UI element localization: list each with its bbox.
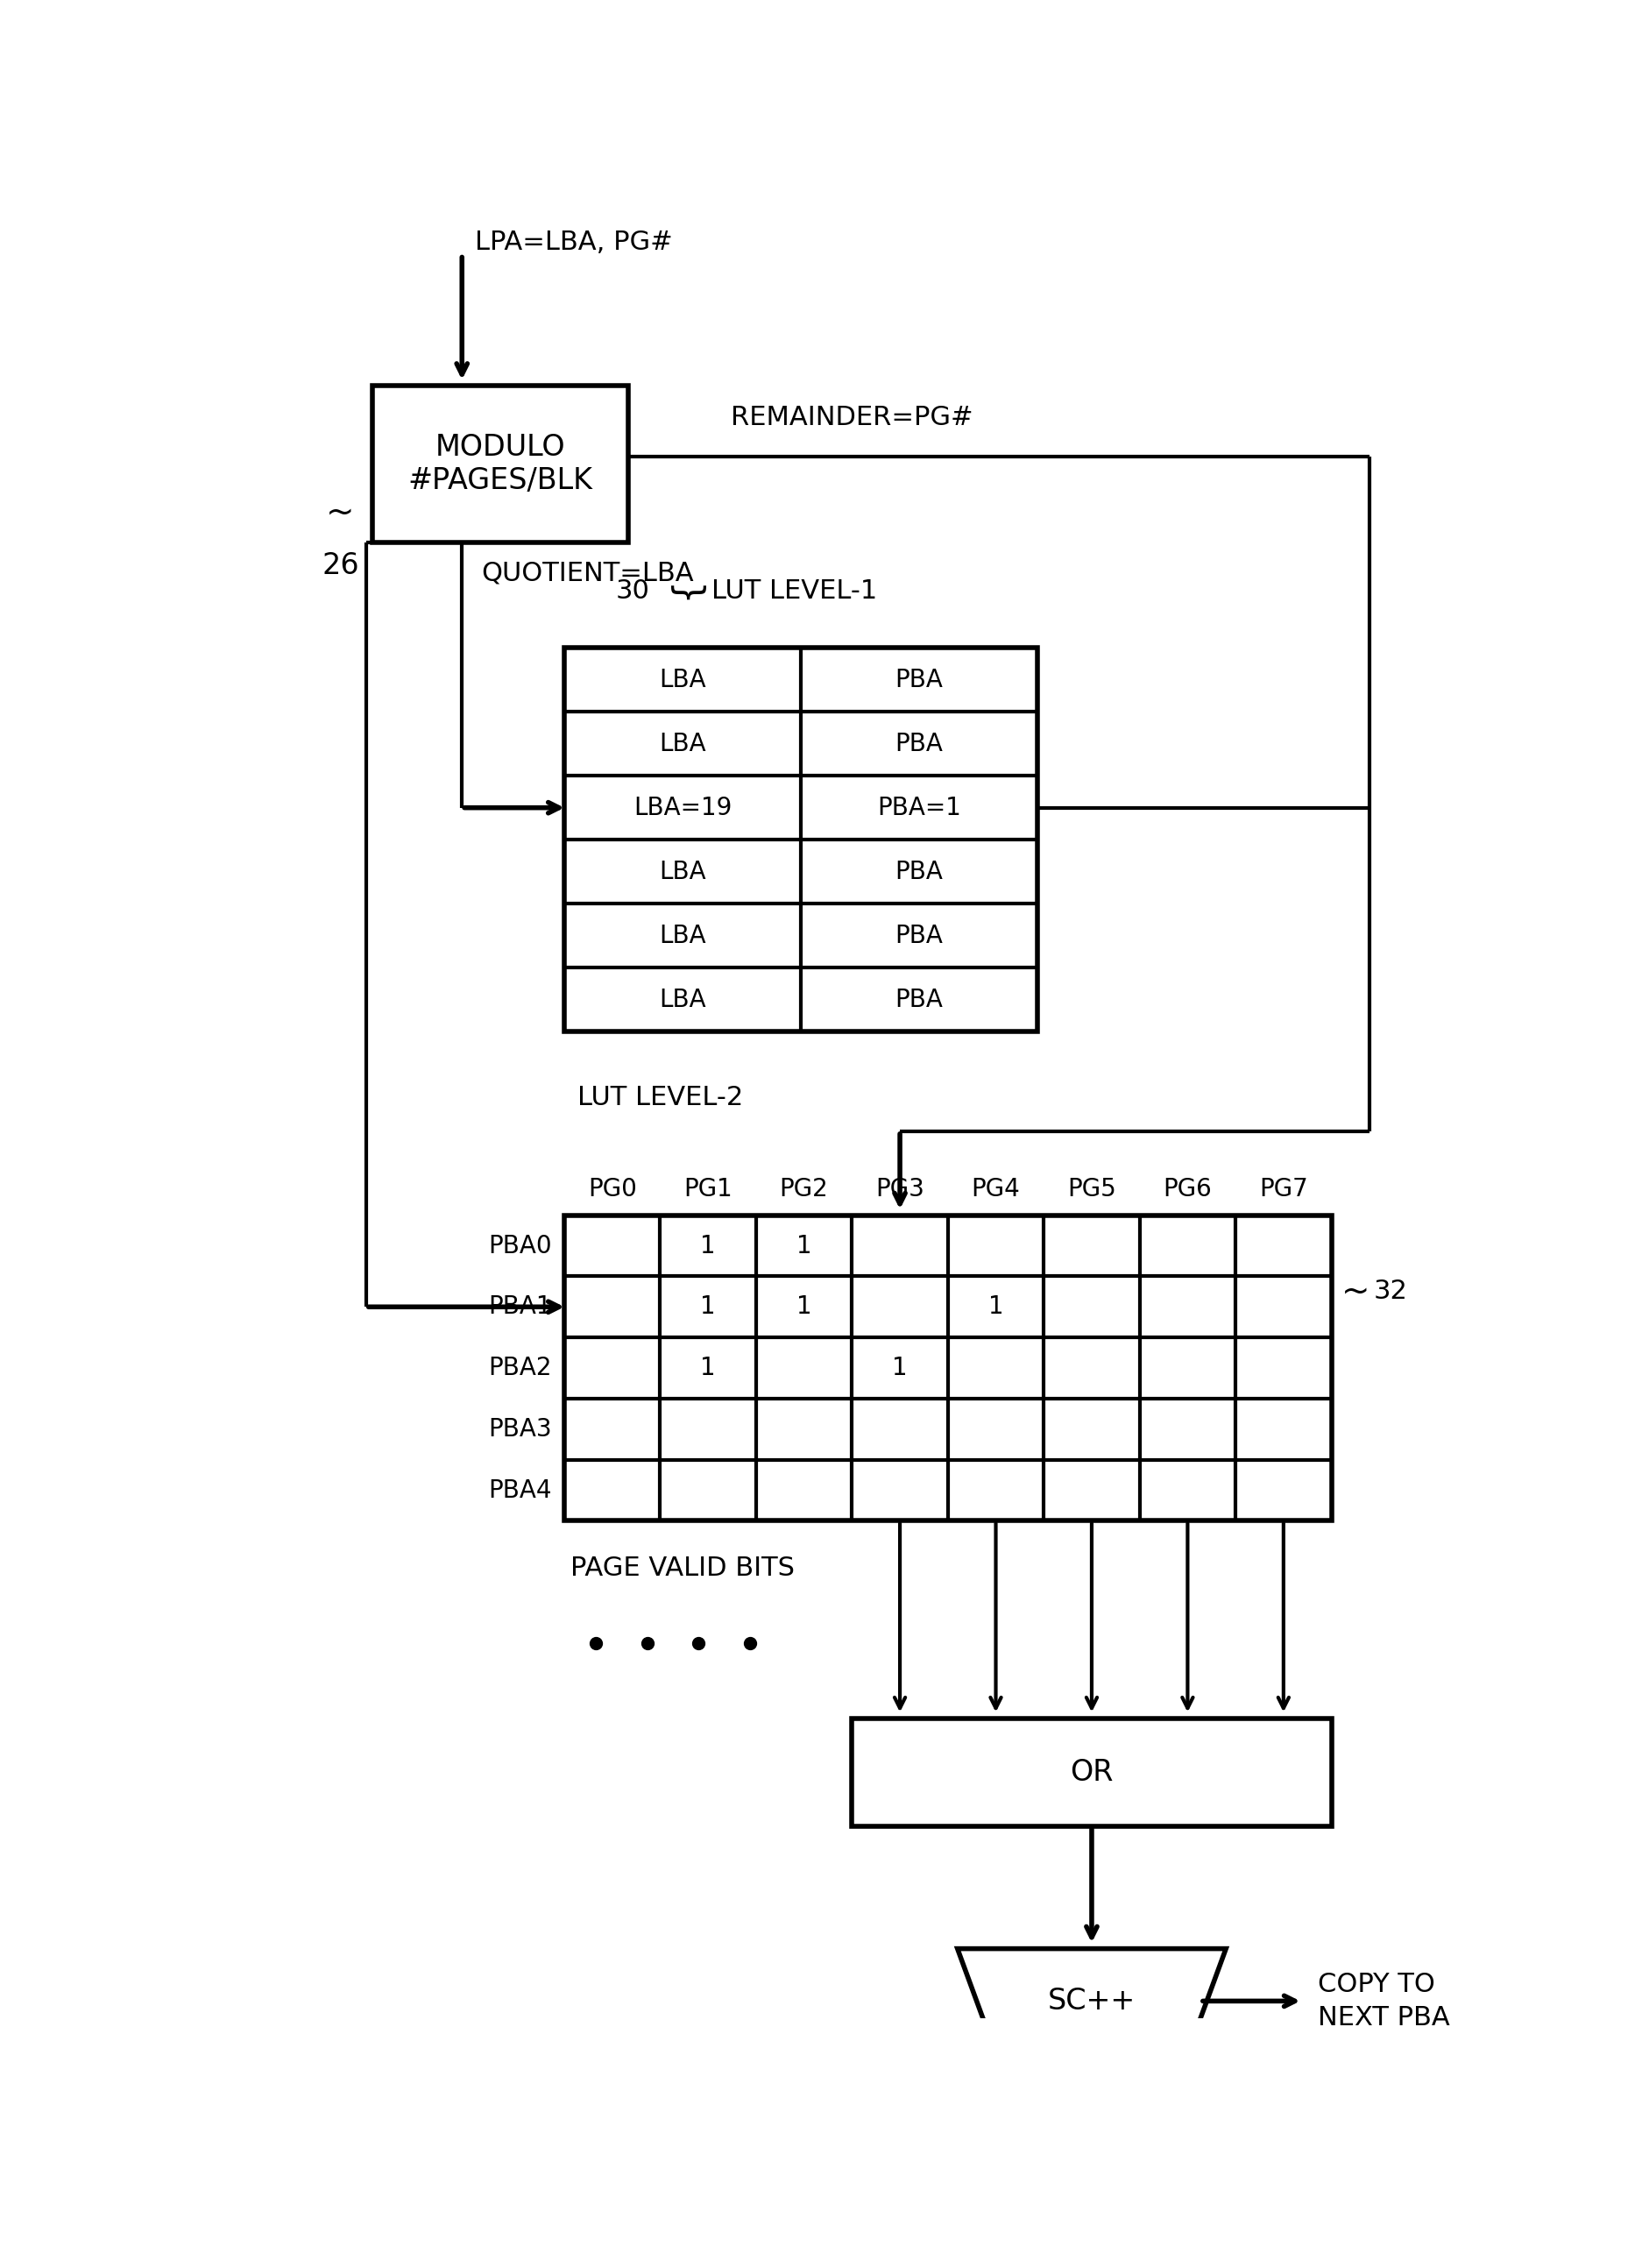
Text: PG1: PG1 — [683, 1177, 732, 1202]
Text: LBA: LBA — [658, 923, 706, 948]
Text: PBA2: PBA2 — [488, 1356, 551, 1381]
Text: 1: 1 — [796, 1234, 811, 1259]
Text: COPY TO
NEXT PBA: COPY TO NEXT PBA — [1318, 1971, 1449, 2030]
Text: PBA3: PBA3 — [488, 1418, 551, 1442]
Text: 32: 32 — [1374, 1279, 1407, 1304]
Text: PAGE VALID BITS: PAGE VALID BITS — [571, 1556, 795, 1581]
Text: PG4: PG4 — [971, 1177, 1019, 1202]
Text: 26: 26 — [322, 551, 359, 581]
Text: OR: OR — [1070, 1758, 1113, 1787]
Text: LPA=LBA, PG#: LPA=LBA, PG# — [475, 229, 673, 254]
Text: LUT LEVEL-1: LUT LEVEL-1 — [711, 578, 877, 603]
Text: LBA: LBA — [658, 860, 706, 885]
Text: LBA=19: LBA=19 — [633, 796, 732, 821]
Text: REMAINDER=PG#: REMAINDER=PG# — [731, 404, 973, 431]
Text: PG3: PG3 — [876, 1177, 923, 1202]
Text: LBA: LBA — [658, 730, 706, 755]
Text: QUOTIENT=LBA: QUOTIENT=LBA — [482, 560, 693, 585]
Text: PG6: PG6 — [1163, 1177, 1212, 1202]
Bar — [564, 649, 1037, 1032]
Text: ~: ~ — [327, 497, 355, 528]
Text: ~: ~ — [1341, 1275, 1369, 1309]
Text: SC++: SC++ — [1047, 1987, 1135, 2016]
Text: PBA=1: PBA=1 — [877, 796, 961, 821]
Text: 1: 1 — [988, 1295, 1003, 1320]
Text: PBA: PBA — [894, 667, 943, 692]
Bar — [564, 1216, 1331, 1522]
Text: PBA: PBA — [894, 730, 943, 755]
Text: 1: 1 — [701, 1234, 716, 1259]
Text: 1: 1 — [796, 1295, 811, 1320]
Text: MODULO
#PAGES/BLK: MODULO #PAGES/BLK — [407, 433, 592, 494]
Polygon shape — [956, 1948, 1225, 2053]
Text: LBA: LBA — [658, 667, 706, 692]
Text: PBA: PBA — [894, 860, 943, 885]
Text: PG5: PG5 — [1067, 1177, 1115, 1202]
Text: PBA0: PBA0 — [488, 1234, 551, 1259]
Bar — [851, 1719, 1331, 1826]
Text: }: } — [663, 585, 701, 608]
Text: 30: 30 — [615, 578, 650, 603]
Text: PBA: PBA — [894, 923, 943, 948]
Bar — [373, 386, 628, 542]
Text: PBA4: PBA4 — [488, 1479, 551, 1501]
Text: 1: 1 — [892, 1356, 907, 1381]
Text: LBA: LBA — [658, 987, 706, 1012]
Text: PG0: PG0 — [587, 1177, 637, 1202]
Text: PG2: PG2 — [780, 1177, 828, 1202]
Text: PBA1: PBA1 — [488, 1295, 551, 1320]
Text: PG7: PG7 — [1258, 1177, 1308, 1202]
Text: 1: 1 — [701, 1356, 716, 1381]
Text: PBA: PBA — [894, 987, 943, 1012]
Text: LUT LEVEL-2: LUT LEVEL-2 — [577, 1084, 742, 1111]
Text: 1: 1 — [701, 1295, 716, 1320]
